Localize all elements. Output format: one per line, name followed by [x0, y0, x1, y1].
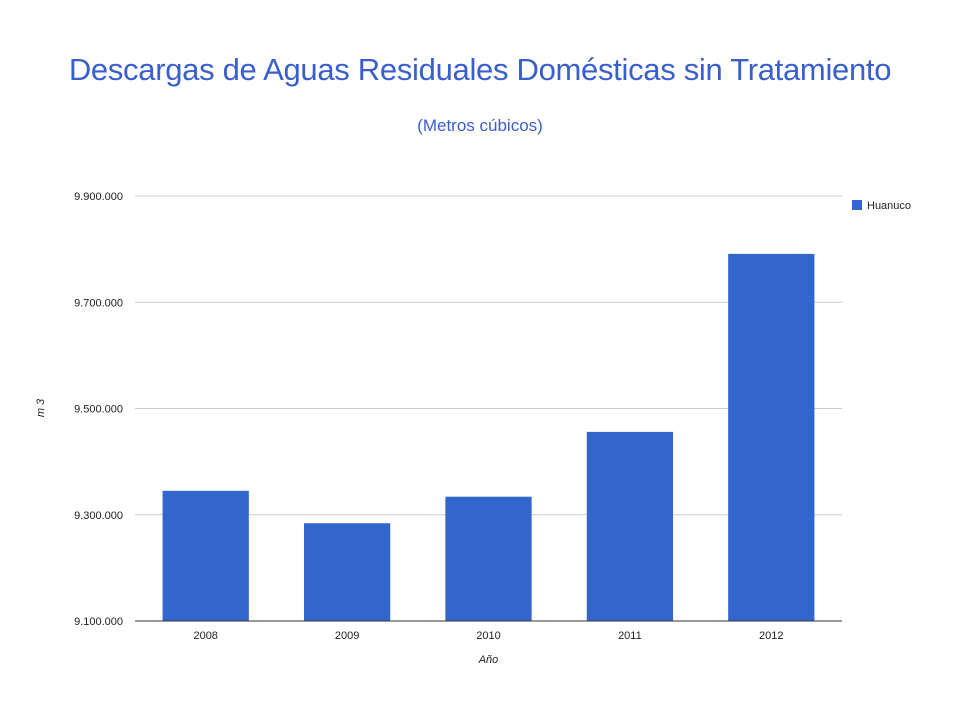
legend: Huanuco	[852, 200, 911, 212]
y-tick-label: 9.700.000	[74, 297, 123, 309]
y-tick-label: 9.900.000	[74, 191, 123, 203]
x-tick-label: 2008	[193, 630, 217, 642]
bar-2010	[445, 496, 532, 621]
legend-swatch-huanuco	[852, 200, 862, 210]
y-axis-title: m 3	[35, 398, 47, 417]
y-axis-ticks: 9.100.000 9.300.000 9.500.000 9.700.000 9.90…	[74, 191, 123, 628]
x-tick-label: 2012	[759, 630, 783, 642]
x-axis-title: Año	[478, 654, 499, 666]
chart-subtitle: (Metros cúbicos)	[417, 116, 543, 135]
bar-2008	[162, 490, 249, 621]
y-tick-label: 9.300.000	[74, 510, 123, 522]
chart-title: Descargas de Aguas Residuales Domésticas…	[68, 52, 892, 87]
bar-2009	[303, 523, 391, 621]
legend-label-huanuco: Huanuco	[867, 200, 911, 212]
x-tick-label: 2010	[476, 630, 500, 642]
bars	[162, 253, 815, 621]
y-tick-label: 9.500.000	[74, 404, 123, 416]
y-tick-label: 9.100.000	[74, 616, 123, 628]
x-tick-label: 2009	[335, 630, 359, 642]
x-tick-label: 2011	[618, 630, 642, 642]
x-axis-ticks: 2008 2009 2010 2011 2012	[193, 630, 783, 642]
bar-2011	[586, 431, 674, 621]
bar-2012	[728, 253, 815, 621]
